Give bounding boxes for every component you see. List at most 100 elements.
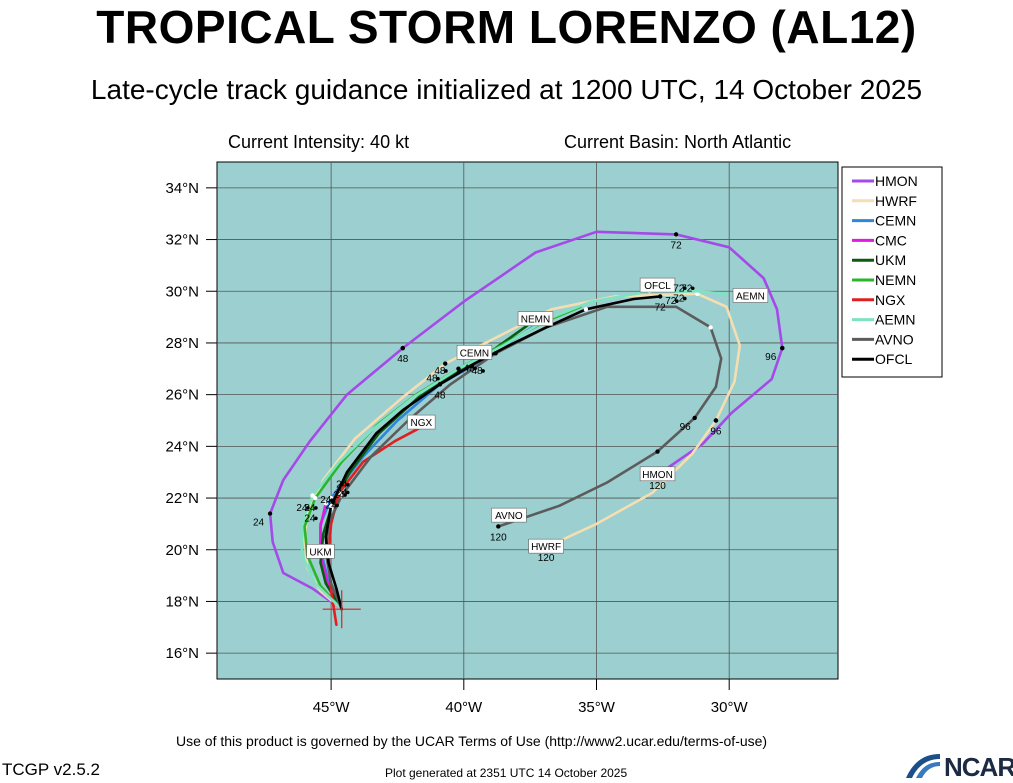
forecast-point (657, 294, 663, 299)
terms-of-use: Use of this product is governed by the U… (176, 733, 768, 749)
forecast-hour-label: 72 (673, 294, 685, 305)
forecast-hour-label: 72 (673, 283, 685, 294)
forecast-hour-label: 48 (472, 366, 484, 377)
axis-ticks: 45°W 40°W 35°W 30°W 16°N 18°N 20°N 22°N 24°N 26°N… (165, 180, 748, 716)
model-label-box (306, 544, 335, 559)
y-tick-label: 22°N (165, 490, 199, 507)
y-tick-label: 28°N (165, 335, 199, 352)
forecast-hour-label: 120 (649, 481, 666, 492)
x-tick-label: 40°W (445, 699, 483, 716)
forecast-point (437, 382, 443, 387)
chart-title: TROPICAL STORM LORENZO (AL12) (96, 1, 917, 53)
forecast-hour-label: 24 (320, 495, 332, 506)
legend-label: OFCL (875, 351, 913, 367)
version-label: TCGP v2.5.2 (2, 760, 100, 779)
track-point (443, 361, 448, 366)
forecast-hour-label: 24 (326, 500, 338, 511)
forecast-point (473, 366, 477, 371)
forecast-point (692, 415, 697, 421)
model-label-box (491, 507, 527, 523)
legend-label: AVNO (875, 331, 914, 347)
forecast-point (713, 418, 719, 423)
legend: HMON HWRF CEMN CMC UKM NEMN NGX AEMN AVNO OFCL (841, 166, 943, 378)
generated-timestamp: Plot generated at 2351 UTC 14 October 20… (385, 766, 628, 780)
ncar-logo-text: NCAR (944, 752, 1013, 782)
y-tick-label: 20°N (165, 542, 199, 559)
forecast-point (345, 490, 350, 495)
model-label: OFCL (644, 281, 671, 292)
forecast-hour-label: 48 (434, 390, 446, 401)
current-intensity: Current Intensity: 40 kt (228, 132, 410, 152)
forecast-hour-label: 96 (765, 352, 777, 363)
legend-label: NEMN (875, 272, 916, 288)
model-label-box (639, 466, 676, 482)
forecast-hour-label: 24 (296, 503, 308, 514)
y-tick-label: 18°N (165, 593, 199, 610)
legend-label: HWRF (875, 193, 917, 209)
forecast-hour-label: 24 (304, 513, 316, 524)
forecast-hour-label: 24 (304, 503, 316, 514)
forecast-hour-label: 72 (671, 240, 683, 251)
forecast-hour-label: 24 (336, 487, 348, 498)
forecast-hour-label: 120 (538, 553, 555, 564)
legend-label: NGX (875, 292, 906, 308)
legend-label: CEMN (875, 213, 916, 229)
forecast-point (314, 516, 318, 521)
track-point (328, 503, 334, 509)
x-tick-label: 35°W (578, 699, 616, 716)
forecast-hour-label: 48 (464, 363, 476, 374)
y-tick-label: 26°N (165, 387, 199, 404)
forecast-point (682, 296, 687, 301)
ncar-logo-icon (906, 754, 940, 778)
track-labels: 24487296120HMON96120HWRF48CEMNUKMNEMNNGX… (253, 232, 785, 564)
track-point (655, 449, 660, 454)
y-tick-label: 34°N (165, 180, 199, 197)
chart-subtitle: Late-cycle track guidance initialized at… (90, 74, 923, 105)
legend-label: CMC (875, 232, 907, 248)
track-point (456, 366, 461, 371)
track-hmon (268, 230, 784, 611)
forecast-point (330, 498, 334, 503)
y-tick-label: 32°N (165, 232, 199, 249)
forecast-point (345, 482, 350, 487)
x-tick-label: 30°W (711, 699, 749, 716)
forecast-point (481, 369, 485, 373)
model-label-box (517, 311, 554, 326)
track-point (708, 325, 713, 330)
model-label-box (528, 538, 564, 554)
forecast-hour-label: 48 (397, 354, 409, 365)
forecast-point (780, 345, 785, 351)
track-point (695, 291, 700, 297)
model-label: AVNO (495, 511, 523, 522)
forecast-point (690, 286, 695, 291)
x-tick-label: 45°W (313, 699, 351, 716)
forecast-point (444, 369, 448, 373)
forecast-hour-label: 72 (681, 283, 693, 294)
legend-label: HMON (875, 173, 918, 189)
y-tick-label: 30°N (165, 283, 199, 300)
track-point (583, 307, 589, 312)
track-point (339, 493, 344, 498)
grid-lines (217, 162, 838, 679)
model-label: CEMN (460, 348, 489, 359)
forecast-hour-label: 96 (710, 427, 722, 438)
model-label: NEMN (521, 315, 550, 326)
model-label: NGX (411, 418, 433, 429)
forecast-hour-label: 72 (665, 296, 677, 307)
forecast-point (675, 299, 679, 303)
forecast-point (496, 524, 501, 529)
track-aemn (300, 290, 728, 611)
forecast-point (673, 232, 679, 237)
forecast-point (436, 376, 440, 381)
track-point (310, 493, 315, 498)
model-label: HWRF (531, 542, 561, 553)
forecast-point (343, 493, 347, 497)
model-label-box (732, 288, 769, 303)
forecast-hour-label: 96 (680, 422, 692, 433)
y-tick-label: 24°N (165, 438, 199, 455)
forecast-point (400, 345, 405, 351)
forecast-hour-label: 24 (253, 518, 265, 529)
forecast-point (682, 286, 687, 291)
model-label: UKM (309, 547, 331, 558)
